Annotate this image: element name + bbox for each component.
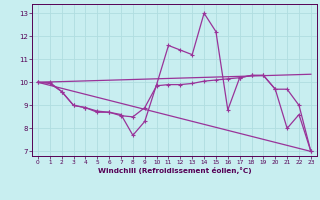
X-axis label: Windchill (Refroidissement éolien,°C): Windchill (Refroidissement éolien,°C): [98, 167, 251, 174]
